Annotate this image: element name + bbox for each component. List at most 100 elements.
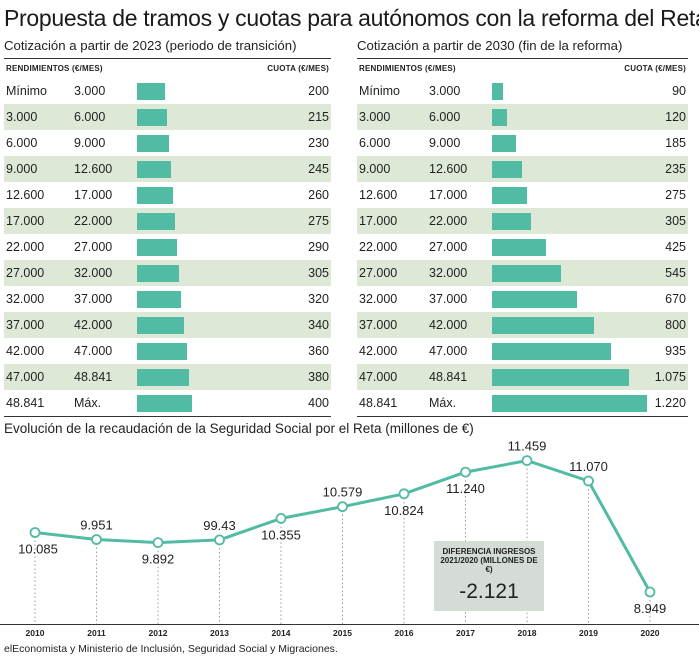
rendimiento-hasta: 17.000	[74, 188, 113, 202]
rendimiento-desde: 47.000	[359, 370, 398, 384]
data-point	[644, 586, 656, 598]
data-label: 10.579	[323, 485, 363, 500]
rendimiento-hasta: 48.841	[429, 370, 468, 384]
table-row: 48.841 Máx. 400	[4, 390, 331, 416]
diferencia-label: DIFERENCIA INGRESOS 2021/2020 (MILLONES …	[440, 547, 538, 574]
header-cuota: CUOTA (€/MES)	[624, 64, 686, 73]
cuota-value: 90	[672, 84, 686, 98]
rendimiento-desde: 3.000	[6, 110, 38, 124]
diferencia-value: -2.121	[459, 580, 519, 603]
cuota-value: 290	[308, 240, 329, 254]
table-bottom-rule	[4, 416, 331, 417]
cuota-value: 1.220	[654, 396, 686, 410]
table-row: 12.600 17.000 275	[357, 182, 688, 208]
data-label: 10.355	[261, 527, 301, 542]
rendimiento-hasta: 32.000	[74, 266, 113, 280]
rendimiento-desde: 27.000	[359, 266, 398, 280]
cuota-bar	[492, 239, 546, 256]
x-tick-label: 2018	[518, 628, 537, 638]
table-row: 37.000 42.000 800	[357, 312, 688, 338]
cuota-value: 360	[308, 344, 329, 358]
cuota-bar	[137, 291, 181, 308]
table-header: RENDIMIENTOS (€/MES) CUOTA (€/MES)	[357, 58, 688, 78]
cuota-bar	[492, 187, 527, 204]
rendimiento-hasta: 3.000	[74, 84, 106, 98]
cuota-bar	[137, 343, 187, 360]
table-row: 9.000 12.600 245	[4, 156, 331, 182]
rendimiento-hasta: 6.000	[429, 110, 461, 124]
table-row: 32.000 37.000 320	[4, 286, 331, 312]
rendimiento-desde: 12.600	[6, 188, 45, 202]
rendimiento-desde: 9.000	[6, 162, 38, 176]
cuota-value: 305	[308, 266, 329, 280]
cuota-table-2030: RENDIMIENTOS (€/MES) CUOTA (€/MES) Mínim…	[357, 58, 688, 417]
data-label: 10.824	[384, 503, 424, 518]
cuota-bar	[492, 395, 647, 412]
cuota-value: 245	[308, 162, 329, 176]
rendimiento-hasta: 12.600	[429, 162, 468, 176]
table-row: 17.000 22.000 275	[4, 208, 331, 234]
cuota-bar	[492, 317, 594, 334]
cuota-value: 305	[665, 214, 686, 228]
rendimiento-desde: 42.000	[6, 344, 45, 358]
cuota-bar	[137, 83, 165, 100]
cuota-value: 320	[308, 292, 329, 306]
data-point	[521, 455, 533, 467]
rendimiento-hasta: 48.841	[74, 370, 113, 384]
table-row: 9.000 12.600 235	[357, 156, 688, 182]
cuota-value: 235	[665, 162, 686, 176]
rendimiento-hasta: 12.600	[74, 162, 113, 176]
rendimiento-desde: 17.000	[6, 214, 45, 228]
table-row: 32.000 37.000 670	[357, 286, 688, 312]
cuota-bar	[137, 213, 175, 230]
rendimiento-hasta: Máx.	[74, 396, 102, 410]
rendimiento-desde: Mínimo	[6, 84, 47, 98]
cuota-bar	[492, 83, 504, 100]
cuota-value: 275	[308, 214, 329, 228]
data-point	[398, 488, 410, 500]
rendimiento-hasta: 37.000	[429, 292, 468, 306]
table-row: 22.000 27.000 290	[4, 234, 331, 260]
recaudacion-line-chart: 10.085 9.951 9.892 99.43 10.355 10.579 10.824 1…	[0, 440, 699, 638]
cuota-bar	[137, 395, 192, 412]
table-body: Mínimo 3.000 90 3.000 6.000 120 6.000 9.000 185 9…	[357, 78, 688, 416]
cuota-value: 275	[665, 188, 686, 202]
data-label: 9.892	[142, 552, 175, 567]
cuota-bar	[137, 317, 184, 334]
cuota-bar	[492, 135, 516, 152]
cuota-bar	[492, 265, 562, 282]
cuota-bar	[137, 187, 173, 204]
rendimiento-hasta: 3.000	[429, 84, 461, 98]
table-row: 3.000 6.000 215	[4, 104, 331, 130]
data-label: 99.43	[203, 518, 236, 533]
data-point	[91, 534, 102, 545]
cuota-value: 215	[308, 110, 329, 124]
rendimiento-desde: 6.000	[6, 136, 38, 150]
x-tick-label: 2014	[272, 628, 291, 638]
table-row: 42.000 47.000 935	[357, 338, 688, 364]
source-note: elEconomista y Ministerio de Inclusión, …	[4, 643, 338, 655]
header-rendimientos: RENDIMIENTOS (€/MES)	[6, 64, 103, 73]
rendimiento-desde: 12.600	[359, 188, 398, 202]
x-tick-label: 2017	[456, 628, 475, 638]
x-tick-label: 2019	[579, 628, 598, 638]
cuota-value: 545	[665, 266, 686, 280]
data-point	[583, 475, 594, 487]
rendimiento-hasta: 27.000	[429, 240, 468, 254]
rendimiento-desde: 3.000	[359, 110, 391, 124]
rendimiento-hasta: 22.000	[74, 214, 113, 228]
x-tick-label: 2016	[395, 628, 414, 638]
table-row: 47.000 48.841 1.075	[357, 364, 688, 390]
rendimiento-hasta: 37.000	[74, 292, 113, 306]
data-point	[460, 466, 471, 478]
cuota-bar	[137, 239, 177, 256]
cuota-bar	[492, 369, 629, 386]
data-point	[337, 501, 348, 513]
rendimiento-desde: 37.000	[6, 318, 45, 332]
rendimiento-desde: 9.000	[359, 162, 391, 176]
x-tick-label: 2015	[333, 628, 352, 638]
cuota-bar	[137, 265, 179, 282]
cuota-value: 120	[665, 110, 686, 124]
cuota-bar	[137, 161, 171, 178]
rendimiento-hasta: Máx.	[429, 396, 457, 410]
